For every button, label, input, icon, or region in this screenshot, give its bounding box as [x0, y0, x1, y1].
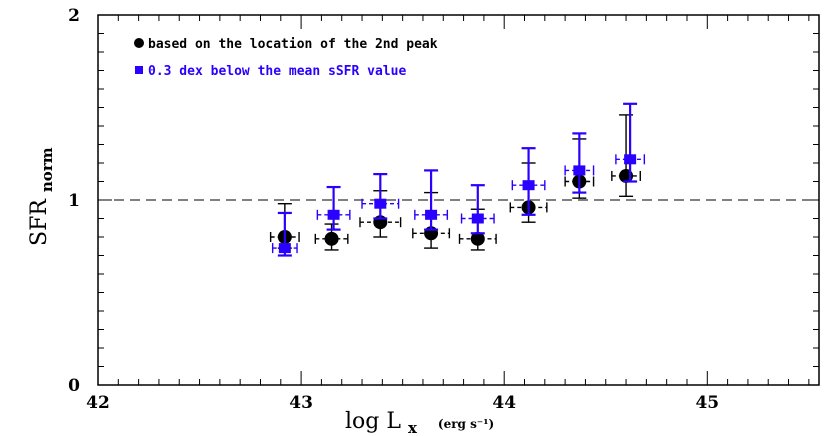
- y-tick-label: 1: [68, 191, 80, 211]
- y-axis-title: SFR norm: [27, 147, 56, 246]
- y-axis-title-main: SFR: [27, 198, 52, 246]
- x-tick-label: 43: [289, 393, 313, 413]
- x-tick-label: 45: [695, 393, 719, 413]
- y-axis-title-sub: norm: [38, 147, 56, 192]
- x-tick-label: 44: [492, 393, 516, 413]
- y-tick-label: 0: [68, 376, 80, 396]
- x-axis-title-unit: (erg s⁻¹): [438, 417, 494, 431]
- data-point-square: [522, 180, 535, 191]
- y-tick-labels: 0 1 2: [68, 6, 80, 396]
- legend-marker-series-1: [134, 38, 144, 48]
- x-tick-labels: 42 43 44 45: [86, 393, 719, 413]
- data-point-circle: [470, 231, 485, 246]
- x-axis-title: log L x (erg s⁻¹): [345, 409, 494, 436]
- x-tick-label: 42: [86, 393, 110, 413]
- legend: based on the location of the 2nd peak 0.…: [134, 37, 438, 79]
- x-axis-title-sub: x: [408, 419, 418, 436]
- legend-marker-series-2: [135, 66, 143, 74]
- data-point-square: [278, 243, 291, 254]
- data-marks: [269, 102, 646, 257]
- y-tick-label: 2: [68, 6, 80, 26]
- data-point-square: [327, 209, 340, 220]
- data-point-square: [425, 209, 438, 220]
- data-point-square: [573, 165, 586, 176]
- minor-ticks: [98, 15, 819, 385]
- x-axis-title-main: log L: [345, 409, 401, 434]
- data-point-square: [374, 198, 387, 209]
- data-point-square: [471, 213, 484, 224]
- legend-label-series-2: 0.3 dex below the mean sSFR value: [148, 64, 406, 79]
- data-point-circle: [324, 231, 339, 246]
- data-point-square: [624, 154, 637, 165]
- legend-label-series-1: based on the location of the 2nd peak: [148, 37, 438, 52]
